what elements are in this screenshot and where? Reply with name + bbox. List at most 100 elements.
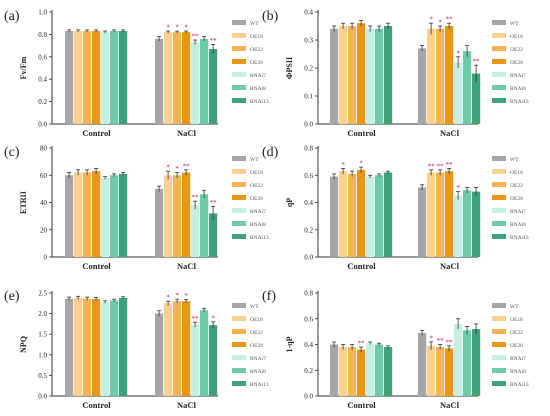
significance-mark: * [166, 164, 170, 172]
legend-label: WT [250, 304, 259, 310]
legend-swatch [492, 195, 506, 200]
legend-swatch [232, 46, 246, 51]
y-tick-label: 0.4 [38, 76, 47, 84]
legend-swatch [232, 85, 246, 90]
legend-label: RNAi8 [510, 369, 526, 375]
significance-mark: * [211, 314, 215, 322]
y-tick-label: 40 [40, 199, 48, 207]
bar [348, 173, 357, 257]
x-category-label: Control [82, 128, 111, 138]
y-tick-label: 0.3 [304, 37, 313, 45]
y-tick-label: 0.0 [38, 393, 47, 401]
significance-mark: ** [446, 16, 454, 24]
significance-mark: ** [210, 37, 218, 45]
legend-label: OE18 [250, 317, 263, 323]
y-tick-label: 0.6 [304, 315, 313, 323]
bar [182, 32, 191, 124]
legend-label: RNAi7 [510, 356, 526, 362]
legend-label: RNAi13 [510, 235, 529, 241]
y-tick-label: 1.5 [38, 331, 47, 339]
significance-mark: ** [192, 315, 200, 323]
bar [463, 330, 472, 396]
bar [83, 31, 92, 124]
legend: WT OE18 OE22 OE28 RNAi7 RNAi8 RNAi13 [232, 156, 269, 241]
legend-label: WT [250, 157, 259, 163]
significance-mark: ** [437, 337, 445, 345]
legend-label: RNAi8 [250, 86, 266, 92]
bar [418, 332, 427, 396]
legend-label: RNAi13 [510, 382, 529, 388]
legend-label: RNAi7 [510, 209, 526, 215]
legend-label: OE28 [250, 343, 263, 349]
x-category-label: NaCl [440, 261, 460, 271]
x-category-label: NaCl [177, 128, 197, 138]
y-tick-label: 60 [40, 172, 48, 180]
legend-label: WT [510, 304, 519, 310]
x-category-label: Control [347, 261, 376, 271]
y-tick-label: 0.0 [38, 121, 47, 129]
legend-swatch [232, 98, 246, 103]
bar [209, 325, 218, 396]
y-tick-label: 0.2 [304, 226, 313, 234]
y-tick-label: 0.8 [304, 145, 313, 153]
bar [445, 26, 454, 124]
significance-mark: ** [210, 199, 218, 207]
legend-swatch [492, 355, 506, 360]
legend-label: RNAi8 [510, 222, 526, 228]
legend-swatch [492, 303, 506, 308]
y-tick-label: 0.2 [304, 65, 313, 73]
y-tick-label: 2.5 [38, 290, 47, 298]
legend-swatch [232, 303, 246, 308]
legend-label: RNAi13 [510, 99, 529, 105]
chart-panel-6: (f)0.00.20.40.60.81-qP **Control* ** **NaCl… [262, 289, 529, 410]
panel-label: (e) [4, 289, 20, 304]
legend-swatch [232, 33, 246, 38]
y-tick-label: 0.5 [38, 372, 47, 380]
bar [191, 205, 200, 257]
bar [418, 187, 427, 257]
legend-swatch [232, 169, 246, 174]
legend: WT OE18 OE22 OE28 RNAi7 RNAi8 RNAi13 [232, 20, 269, 105]
x-category-label: Control [82, 400, 111, 410]
bar [92, 31, 101, 124]
panel-label: (d) [262, 145, 279, 160]
legend-label: OE18 [510, 170, 523, 176]
bar [119, 297, 128, 396]
bar [191, 324, 200, 396]
legend-swatch [232, 355, 246, 360]
y-tick-label: 2.0 [38, 310, 47, 318]
panel-label: (b) [262, 9, 279, 24]
legend-swatch [492, 46, 506, 51]
y-tick-label: 1.0 [38, 351, 47, 359]
bar [427, 345, 436, 396]
y-axis-label: NPQ [19, 336, 28, 353]
legend-label: RNAi13 [250, 235, 269, 241]
significance-mark: * [429, 334, 433, 342]
bar [119, 173, 128, 257]
legend-label: OE22 [250, 330, 263, 336]
bar [384, 26, 393, 124]
significance-mark: * [359, 160, 363, 168]
legend-swatch [232, 195, 246, 200]
bar [155, 38, 164, 124]
bar [472, 73, 481, 124]
y-tick-label: 0.8 [304, 290, 313, 298]
legend-swatch [492, 169, 506, 174]
bar [339, 347, 348, 396]
bar [173, 175, 182, 257]
legend-swatch [232, 381, 246, 386]
legend-swatch [232, 72, 246, 77]
legend-swatch [232, 342, 246, 347]
legend: WT OE18 OE22 OE28 RNAi7 RNAi8 RNAi13 [232, 303, 269, 388]
legend-label: OE22 [250, 183, 263, 189]
significance-mark: * [166, 294, 170, 302]
legend-label: OE28 [250, 196, 263, 202]
bar [330, 176, 339, 257]
legend-swatch [492, 316, 506, 321]
y-tick-label: 0.4 [304, 341, 313, 349]
legend-label: RNAi8 [250, 369, 266, 375]
y-tick-label: 0.2 [304, 367, 313, 375]
significance-mark: * [175, 24, 179, 32]
